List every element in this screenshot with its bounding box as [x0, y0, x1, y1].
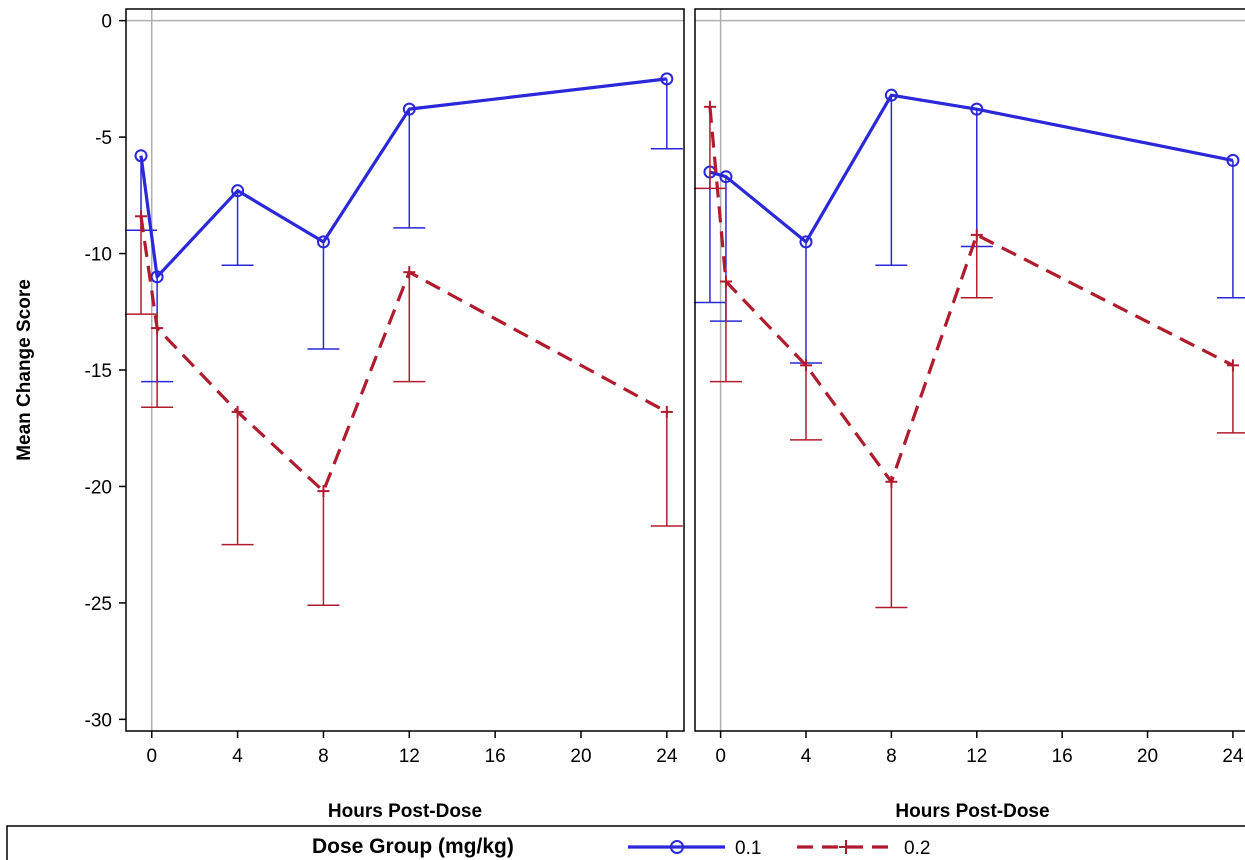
data-point: [660, 72, 674, 86]
series-line: [139, 216, 668, 493]
panel-1: 0 4 8 12 16 20 24 Hours Post-Dose: [125, 8, 685, 822]
x-tick-label-0: 0: [146, 746, 157, 767]
panel-frame: [694, 8, 1245, 732]
data-point: [134, 149, 148, 163]
y-tick-label-3: -15: [85, 361, 112, 382]
series-02-panel-2: [693, 100, 1245, 609]
data-point: [231, 405, 244, 418]
y-axis-title: Mean Change Score: [14, 279, 35, 461]
x-axis-title-panel-2: Hours Post-Dose: [895, 801, 1049, 822]
x-tick-label-2: 8: [886, 746, 897, 767]
data-point: [135, 210, 148, 223]
data-point: [403, 266, 416, 279]
series-02-panel-1: [125, 210, 683, 606]
series-line: [708, 106, 1234, 484]
legend-entry-01: 0.1: [628, 838, 761, 859]
x-tick-label-3: 12: [966, 746, 987, 767]
series-01-panel-1: [125, 72, 683, 383]
data-point: [885, 475, 898, 488]
data-point: [402, 102, 416, 116]
data-point: [316, 235, 330, 249]
legend-entries: 0.1 0.2: [628, 838, 930, 859]
data-point: [970, 228, 983, 241]
data-point: [970, 102, 984, 116]
y-tick-label-4: -20: [85, 477, 112, 498]
data-point: [884, 88, 898, 102]
x-tick-label-5: 20: [570, 746, 591, 767]
series-line: [709, 93, 1234, 244]
data-point: [800, 359, 812, 372]
y-tick-label-5: -25: [85, 594, 112, 615]
legend-marker: [670, 840, 684, 854]
legend: Dose Group (mg/kg) 0.1 0.2: [6, 825, 1245, 860]
data-point: [1226, 359, 1239, 372]
legend-entry-02: 0.2: [797, 838, 930, 859]
x-tick-label-6: 24: [1222, 746, 1244, 767]
data-point: [150, 270, 164, 284]
legend-title: Dose Group (mg/kg): [312, 835, 514, 858]
x-tick-label-3: 12: [399, 746, 420, 767]
panels: 0 -5 -10 -15 -20 -25 -30 0 4 8 12 16 20 24 Hours Post-…: [85, 8, 1245, 822]
x-tick-label-1: 4: [232, 746, 243, 767]
data-point: [231, 184, 245, 198]
data-point: [317, 485, 330, 498]
x-tick-label-1: 4: [801, 746, 812, 767]
x-tick-label-0: 0: [715, 746, 726, 767]
x-axis-title-panel-1: Hours Post-Dose: [328, 801, 482, 822]
panel-frame: [125, 8, 685, 732]
legend-frame: [6, 825, 1245, 860]
x-tick-label-4: 16: [1052, 746, 1073, 767]
y-tick-label-6: -30: [85, 710, 112, 731]
y-tick-label-1: -5: [95, 128, 112, 149]
panel-2: 0 4 8 12 16 20 24 Hours Post-Dose: [693, 8, 1245, 822]
y-tick-label-2: -10: [85, 245, 112, 266]
x-tick-label-5: 20: [1137, 746, 1158, 767]
series-01-panel-2: [693, 88, 1245, 364]
series-line: [139, 77, 668, 279]
x-tick-label-6: 24: [656, 746, 678, 767]
data-point: [660, 405, 673, 418]
x-tick-label-2: 8: [318, 746, 329, 767]
y-tick-label-0: 0: [101, 12, 112, 33]
data-point: [719, 275, 732, 288]
legend-label: 0.1: [735, 838, 761, 859]
x-tick-label-4: 16: [485, 746, 506, 767]
data-point: [703, 100, 716, 113]
data-point: [719, 170, 733, 184]
data-point: [151, 322, 164, 335]
legend-label: 0.2: [904, 838, 930, 859]
data-point: [1226, 153, 1240, 167]
data-point: [799, 235, 813, 249]
